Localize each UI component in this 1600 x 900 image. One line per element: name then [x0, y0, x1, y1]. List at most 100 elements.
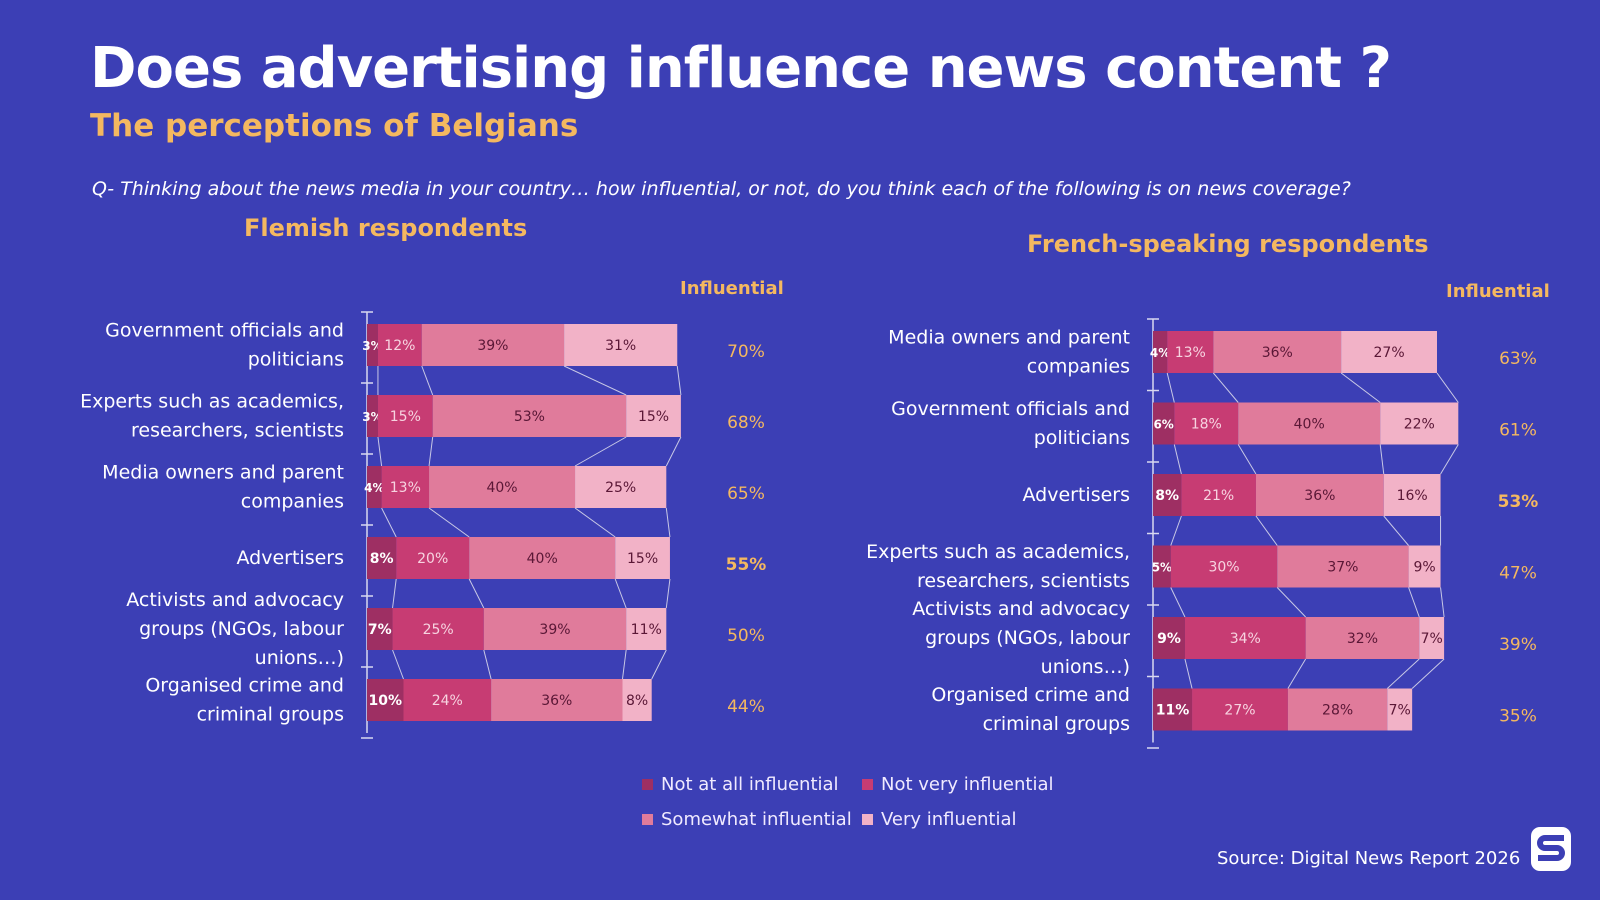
category-label: unions…) [255, 647, 344, 669]
bar-value-label: 8% [1155, 488, 1179, 504]
series-connector-line [1255, 515, 1278, 546]
influential-total: 47% [1499, 564, 1537, 584]
category-label: Organised crime and [145, 675, 344, 697]
influential-total: 53% [1498, 492, 1539, 512]
flemish-influential-header: Influential [680, 278, 784, 299]
bar-segment [367, 324, 378, 366]
series-connector-line [676, 365, 682, 396]
bar-segment [615, 537, 670, 579]
bar-segment [1153, 545, 1171, 588]
bar-segment [1213, 331, 1342, 373]
bar-value-label: 11% [631, 622, 662, 638]
bar-value-label: 21% [1203, 488, 1234, 504]
bar-segment [1305, 617, 1420, 659]
bar-segment [377, 324, 422, 366]
category-label: Activists and advocacy [126, 589, 344, 611]
series-connector-line [1287, 658, 1307, 689]
series-connector-line [1379, 444, 1385, 475]
category-label: criminal groups [983, 713, 1130, 735]
category-label: criminal groups [197, 704, 344, 726]
legend-item-somewhat: Somewhat influential [642, 809, 862, 830]
legend-label: Somewhat influential [661, 809, 852, 830]
bar-value-label: 53% [514, 409, 545, 425]
category-label: Organised crime and [931, 684, 1130, 706]
bar-segment [429, 466, 576, 508]
bar-segment [1238, 402, 1381, 445]
french-influential-header: Influential [1446, 281, 1550, 302]
bar-segment [381, 466, 430, 508]
bar-segment [1181, 474, 1256, 516]
category-label: Experts such as academics, [80, 391, 344, 413]
bar-value-label: 24% [432, 693, 463, 709]
legend-item-not-very: Not very influential [862, 774, 1054, 795]
bar-value-label: 7% [368, 622, 392, 638]
influential-total: 39% [1499, 635, 1537, 655]
bar-value-label: 8% [626, 693, 648, 709]
series-connector-line [1170, 587, 1186, 618]
category-label: groups (NGOs, labour [925, 627, 1130, 649]
bar-segment [1153, 474, 1182, 516]
category-label: Government officials and [891, 398, 1130, 420]
series-connector-line [1383, 515, 1409, 546]
series-connector-line [1436, 372, 1459, 403]
series-connector-line [428, 507, 470, 538]
series-connector-line [468, 578, 485, 609]
bar-value-label: 34% [1230, 631, 1261, 647]
bar-segment [1383, 474, 1441, 516]
bar-value-label: 11% [1156, 703, 1190, 719]
influential-total: 44% [727, 697, 765, 717]
bar-segment [1153, 402, 1175, 445]
bar-value-label: 30% [1208, 560, 1239, 576]
bar-segment [1153, 331, 1168, 373]
bar-value-label: 27% [1224, 703, 1255, 719]
category-label: Activists and advocacy [912, 598, 1130, 620]
influential-total: 50% [727, 626, 765, 646]
category-label: politicians [248, 349, 344, 371]
bar-segment [1170, 545, 1278, 588]
bar-value-label: 37% [1327, 560, 1358, 576]
series-connector-line [1276, 587, 1307, 618]
page-title: Does advertising influence news content … [90, 36, 1392, 101]
series-connector-line [1184, 658, 1193, 689]
bar-segment [483, 608, 627, 650]
bar-segment [626, 608, 667, 650]
bar-segment [1153, 617, 1185, 659]
bar-segment [564, 324, 678, 366]
bar-segment [1167, 331, 1214, 373]
bar-segment [1408, 545, 1441, 588]
flemish-panel-title: Flemish respondents [244, 214, 528, 242]
bar-value-label: 7% [1389, 703, 1411, 719]
bar-segment [469, 537, 616, 579]
series-connector-line [392, 578, 397, 609]
bar-value-label: 13% [1175, 345, 1206, 361]
bar-segment [367, 608, 393, 650]
category-label: politicians [1034, 427, 1130, 449]
category-label: Advertisers [237, 547, 345, 569]
bar-segment [1380, 402, 1459, 445]
bar-segment [1419, 617, 1445, 659]
category-label: unions…) [1041, 656, 1130, 678]
bar-value-label: 13% [390, 480, 421, 496]
source-note: Source: Digital News Report 2026 [1217, 848, 1521, 869]
influential-total: 55% [726, 555, 767, 575]
series-connector-line [665, 436, 682, 467]
series-connector-line [1408, 587, 1420, 618]
bar-value-label: 9% [1157, 631, 1181, 647]
series-connector-line [421, 365, 434, 396]
series-connector-line [1411, 658, 1445, 689]
legend-label: Not very influential [881, 774, 1054, 795]
bar-value-label: 40% [527, 551, 558, 567]
legend-swatch [642, 814, 653, 825]
series-connector-line [1440, 587, 1445, 618]
series-connector-line [1212, 372, 1239, 403]
bar-segment [1341, 331, 1437, 373]
legend-swatch [642, 779, 653, 790]
bar-segment [575, 466, 667, 508]
legend-swatch [862, 779, 873, 790]
influential-total: 61% [1499, 421, 1537, 441]
category-label: Media owners and parent [102, 462, 344, 484]
series-connector-line [651, 649, 667, 680]
bar-value-label: 12% [384, 338, 415, 354]
bar-segment [626, 395, 681, 437]
bar-segment [367, 395, 378, 437]
